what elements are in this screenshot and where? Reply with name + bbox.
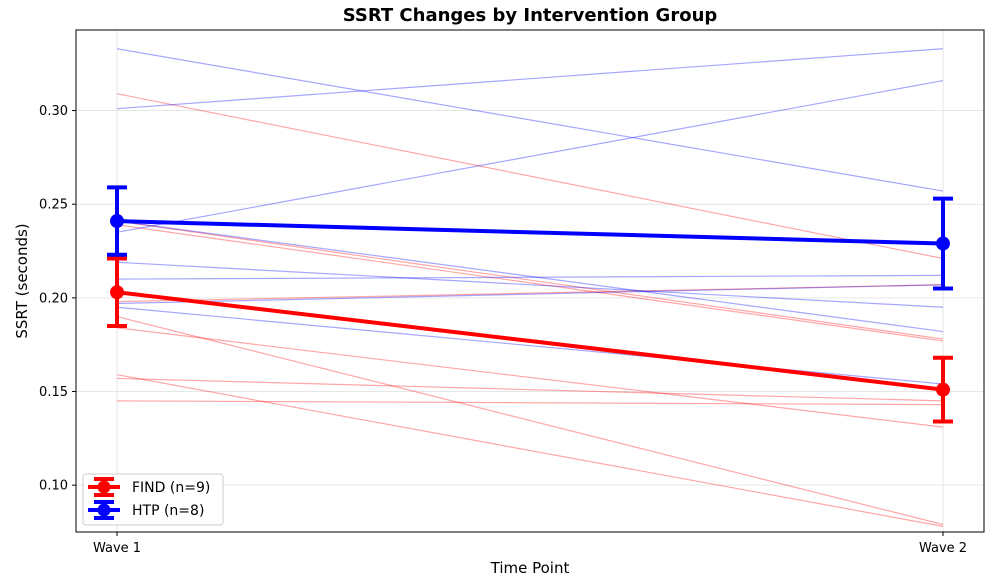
- mean-line: [116, 290, 944, 392]
- individual-line: [116, 220, 944, 340]
- y-tick-label: 0.15: [39, 385, 68, 400]
- mean-lines: [107, 185, 953, 424]
- individual-line: [116, 284, 944, 305]
- y-tick-label: 0.20: [39, 291, 68, 306]
- individual-line: [116, 220, 944, 333]
- individual-line: [116, 48, 944, 110]
- individual-line: [116, 284, 944, 303]
- individual-line: [116, 316, 944, 526]
- y-tick-label: 0.25: [39, 198, 68, 213]
- individual-line: [116, 377, 944, 402]
- mean-point: [110, 214, 124, 229]
- legend-label: HTP (n=8): [132, 503, 204, 519]
- individual-line: [116, 261, 944, 308]
- x-tick-label: Wave 1: [93, 541, 141, 556]
- chart-title: SSRT Changes by Intervention Group: [343, 5, 718, 26]
- individual-line: [116, 274, 944, 280]
- legend-label: FIND (n=9): [132, 480, 210, 496]
- individual-line: [116, 400, 944, 406]
- individual-line: [116, 93, 944, 260]
- y-tick-label: 0.30: [39, 104, 68, 119]
- individual-line: [116, 48, 944, 192]
- individual-line: [116, 306, 944, 385]
- legend: FIND (n=9) HTP (n=8): [82, 473, 224, 526]
- mean-line: [116, 219, 944, 246]
- mean-point: [936, 236, 950, 251]
- x-tick-label: Wave 2: [919, 541, 967, 556]
- plot-frame: [75, 29, 985, 533]
- mean-point: [936, 382, 950, 397]
- axis-ticks: 0.10 0.15 0.20 0.25 0.30 Wave 1 Wave 2: [39, 104, 967, 556]
- individual-line: [116, 327, 944, 428]
- individual-line: [116, 374, 944, 527]
- y-tick-label: 0.10: [39, 479, 68, 494]
- x-axis-label: Time Point: [490, 559, 570, 577]
- mean-point: [110, 285, 124, 300]
- individual-lines: [116, 48, 944, 527]
- legend-marker: [97, 503, 111, 517]
- legend-marker: [97, 480, 111, 494]
- individual-line: [116, 224, 944, 342]
- y-axis-label: SSRT (seconds): [13, 223, 31, 338]
- individual-line: [116, 79, 944, 233]
